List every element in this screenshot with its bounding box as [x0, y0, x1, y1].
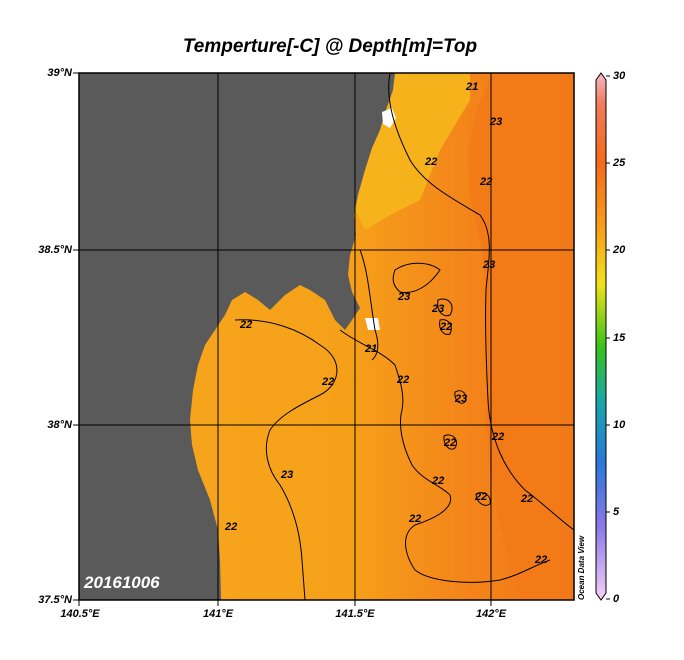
lon-tick-label: 141°E — [202, 608, 234, 620]
colorbar-tick-label: 5 — [613, 506, 620, 518]
contour-line — [388, 73, 574, 531]
contour-line — [475, 492, 491, 506]
colorbar-tick-label: 15 — [613, 332, 626, 344]
contour-label: 22 — [534, 554, 547, 566]
lat-tick-label: 39°N — [47, 67, 72, 79]
contour-line — [437, 298, 453, 317]
contour-label: 23 — [280, 469, 293, 481]
contour-label: 22 — [479, 176, 492, 188]
contour-label: 22 — [424, 156, 437, 168]
warm-offshore-band — [468, 73, 574, 600]
contour-label: 22 — [474, 491, 487, 503]
lon-tick-label: 142°E — [475, 608, 507, 620]
lat-tick-label: 38.5°N — [38, 244, 72, 256]
contour-line — [339, 329, 551, 583]
colorbar-tick-label: 0 — [613, 593, 620, 605]
colorbar-bar — [595, 72, 607, 601]
lon-tick-label: 141.5°E — [335, 608, 375, 620]
contour-line — [454, 390, 467, 404]
colorbar-tick-label: 20 — [613, 244, 626, 256]
lon-tick-label: 140.5°E — [60, 608, 100, 620]
contour-label: 23 — [397, 291, 410, 303]
contour-label: 22 — [224, 521, 237, 533]
contour-label: 22 — [443, 437, 456, 449]
contour-label: 22 — [408, 513, 421, 525]
chart-title: Temperture[-C] @ Depth[m]=Top — [182, 36, 478, 57]
map-border — [78, 72, 575, 601]
colorbar — [595, 72, 610, 601]
contour-label: 22 — [396, 374, 409, 386]
contour-label: 22 — [239, 319, 252, 331]
contour-line — [359, 249, 379, 361]
lat-tick-label: 38°N — [47, 419, 72, 431]
contour-label: 23 — [482, 259, 495, 271]
colorbar-tick-label: 30 — [613, 70, 626, 82]
land-area — [79, 73, 395, 600]
contour-line — [234, 319, 338, 600]
lat-tick-label: 37.5°N — [38, 594, 72, 606]
colorbar-tick-label: 10 — [613, 419, 626, 431]
contour-line — [443, 434, 458, 450]
no-data-patch — [365, 318, 380, 330]
ocean-data-view-watermark: Ocean Data View — [577, 535, 586, 600]
contour-label: 23 — [431, 303, 444, 315]
contour-label: 22 — [491, 431, 504, 443]
contour-label: 21 — [465, 81, 478, 93]
contour-label: 22 — [431, 475, 444, 487]
contour-label: 23 — [454, 393, 467, 405]
contour-label: 21 — [364, 343, 377, 355]
contour-label: 22 — [439, 321, 452, 333]
contour-label: 22 — [520, 493, 533, 505]
colorbar-tick-label: 25 — [613, 157, 626, 169]
date-stamp: 20161006 — [84, 573, 160, 592]
contour-line — [439, 319, 452, 335]
contour-line — [392, 262, 441, 294]
contour-label: 22 — [321, 376, 334, 388]
contour-label: 23 — [489, 116, 502, 128]
